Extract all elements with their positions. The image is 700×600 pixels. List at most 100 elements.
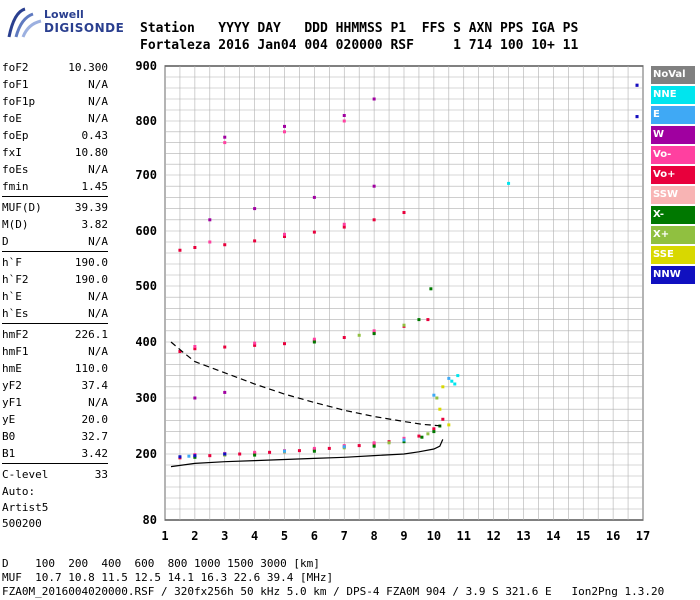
data-point [402,440,406,444]
y-tick-label: 600 [135,224,157,238]
param-name: foF1p [2,95,36,108]
param-name: hmE [2,362,22,375]
param-name: yE [2,413,16,426]
param-value: N/A [88,290,108,303]
data-point [193,454,197,458]
data-point [420,435,424,439]
param-value: N/A [88,95,108,108]
x-tick-label: 3 [221,529,228,543]
param-row: hmE 110.0 [2,360,108,377]
y-tick-label: 700 [135,168,157,182]
param-row: hmF2 226.1 [2,326,108,343]
data-point [193,246,197,249]
data-point [357,333,361,337]
data-point [223,243,227,247]
data-point [253,207,257,211]
data-point [432,427,436,431]
data-point [193,455,197,459]
auto-version: 500200 [2,517,42,530]
param-divider [2,196,108,197]
param-row: yE 20.0 [2,411,108,428]
param-value: N/A [88,396,108,409]
param-value: 3.42 [81,447,109,460]
param-name: h`Es [2,307,29,320]
data-point [178,455,182,459]
x-tick-label: 13 [516,529,530,543]
scaled-parameters-panel: foF2 10.300 foF1 N/A foF1p N/A foE N/A foEp 0.43 f… [2,59,108,483]
legend-item: Vo+ [651,166,695,184]
data-point [223,135,227,139]
auto-label: Auto: [2,485,36,498]
data-point [372,184,376,188]
autoscaling-info: Auto: Artist5 500200 [2,484,48,532]
legend-item: NNE [651,86,695,104]
data-point [432,430,436,434]
data-point [253,450,257,454]
data-point [441,385,445,389]
data-point [426,432,430,436]
x-tick-label: 16 [606,529,620,543]
lowell-digisonde-logo: Lowell DIGISONDE [4,4,124,48]
legend-item: NNW [651,266,695,284]
data-point [417,318,421,322]
param-value: 190.0 [74,273,108,286]
auto-software: Artist5 [2,501,49,514]
dashed-profile-line [170,341,443,427]
legend-item: SSE [651,246,695,264]
data-point [342,445,346,449]
data-point [208,218,212,222]
param-row: foEp 0.43 [2,127,108,144]
data-point [283,449,286,453]
param-row: foF1 N/A [2,76,108,93]
data-point [635,115,639,119]
data-point [283,232,286,236]
data-point [208,454,212,458]
data-point [223,345,227,349]
legend-item: Vo- [651,146,695,164]
x-tick-label: 2 [191,529,198,543]
data-point [429,287,433,291]
param-value: N/A [88,235,108,248]
param-row: fmin 1.45 [2,178,108,195]
legend-item: E [651,106,695,124]
param-name: h`F [2,256,22,269]
param-row: yF1 N/A [2,394,108,411]
data-point [372,332,376,336]
x-tick-label: 6 [311,529,318,543]
data-point [372,329,376,333]
data-point [342,114,346,117]
legend-item: X- [651,206,695,224]
data-point [438,407,442,411]
param-row: fxI 10.80 [2,144,108,161]
param-name: B0 [2,430,16,443]
data-point [283,342,286,346]
distance-row: D 100 200 400 600 800 1000 1500 3000 [km… [2,557,320,570]
param-divider [2,323,108,324]
data-point [283,130,286,134]
y-tick-label: 200 [135,447,157,461]
data-point [238,452,242,456]
data-point [193,344,197,348]
data-point [223,452,227,456]
y-tick-label: 80 [143,513,157,527]
data-point [342,336,346,340]
param-row: h`Es N/A [2,305,108,322]
param-name: C-level [2,468,49,481]
param-name: B1 [2,447,16,460]
data-point [253,239,257,243]
param-name: foE [2,112,22,125]
param-value: 33 [94,468,108,481]
data-point [178,248,182,252]
header-labels: Station YYYY DAY DDD HHMMSS P1 FFS S AXN… [140,21,579,36]
data-point [312,446,316,450]
param-value: 10.300 [68,61,108,74]
polarization-legend: NoVal NNE E W Vo- Vo+ SSW X- X+ SSE NNW [651,66,695,286]
file-info: FZA0M_2016004020000.RSF / 320fx256h 50 k… [2,585,665,598]
param-name: yF2 [2,379,22,392]
y-tick-label: 900 [135,59,157,73]
param-value: 226.1 [74,328,108,341]
y-tick-label: 400 [135,335,157,349]
param-value: 0.43 [81,129,109,142]
data-point [402,438,406,442]
param-name: fmin [2,180,29,193]
